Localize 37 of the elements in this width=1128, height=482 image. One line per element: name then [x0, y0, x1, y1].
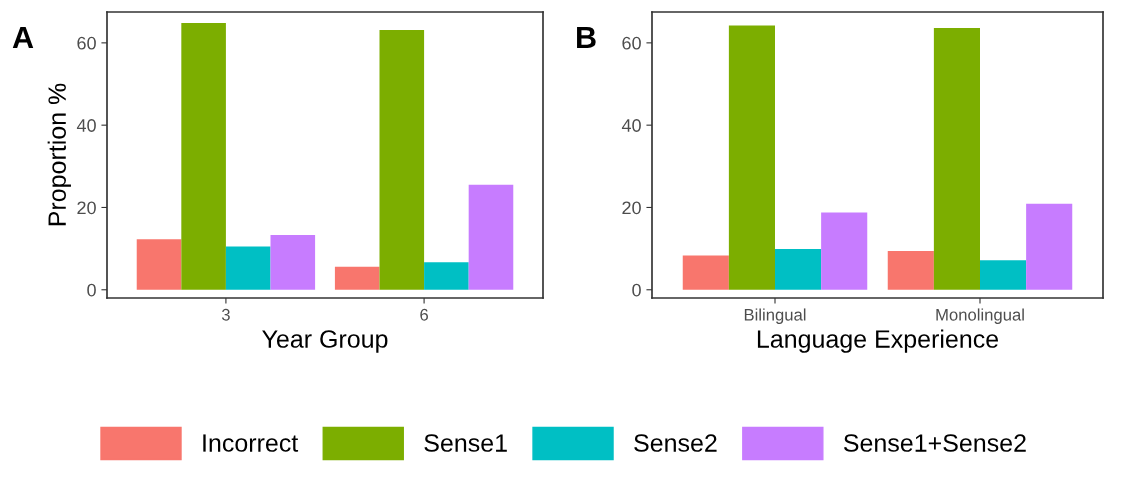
bar: [379, 30, 425, 290]
bar: [468, 184, 514, 290]
bar: [424, 262, 469, 290]
x-tick-label: Bilingual: [744, 308, 806, 324]
bar: [136, 239, 182, 290]
y-tick-label: 60: [77, 36, 96, 50]
bar: [270, 235, 316, 290]
x-axis-title: Year Group: [262, 330, 388, 353]
legend-label: Sense1+Sense2: [843, 434, 1026, 452]
bar: [1026, 203, 1073, 290]
chart-title: A: [12, 26, 34, 48]
legend-label: Sense1: [424, 434, 507, 452]
legend-label: Incorrect: [203, 434, 299, 452]
y-tick-label: 60: [622, 36, 641, 50]
bar: [887, 251, 934, 290]
y-axis-title: Proportion %: [47, 83, 71, 226]
x-tick-label: 6: [420, 308, 428, 321]
y-tick-label: 0: [632, 283, 641, 297]
bar: [728, 25, 775, 290]
bar: [682, 255, 729, 290]
bar: [821, 212, 868, 290]
y-tick-label: 20: [77, 201, 96, 215]
y-tick-label: 0: [87, 283, 96, 297]
y-tick-label: 40: [621, 119, 641, 132]
bar: [933, 28, 980, 290]
bar: [980, 260, 1027, 290]
x-axis-title: Language Experience: [757, 329, 999, 353]
chart-title: B: [577, 26, 596, 48]
y-tick-label: 20: [622, 201, 641, 215]
y-tick-label: 40: [76, 119, 96, 132]
x-tick-label: 3: [221, 308, 230, 321]
bar: [181, 23, 226, 290]
bar: [334, 266, 380, 290]
x-tick-label: Monolingual: [936, 308, 1024, 324]
bar: [775, 249, 822, 290]
bar: [225, 246, 271, 290]
legend-label: Sense2: [634, 434, 717, 452]
